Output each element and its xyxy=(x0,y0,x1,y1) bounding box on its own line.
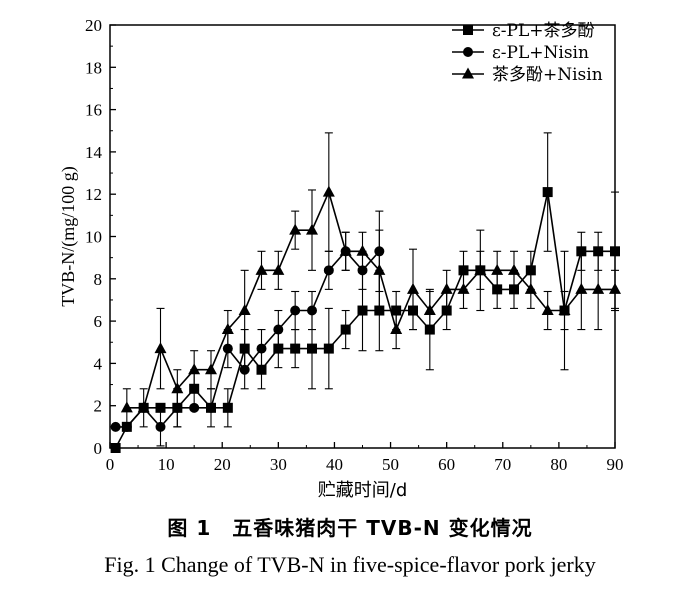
caption-english: Fig. 1 Change of TVB-N in five-spice-fla… xyxy=(104,552,596,577)
x-tick-label: 70 xyxy=(494,455,511,474)
y-tick-label: 20 xyxy=(85,16,102,35)
x-tick-label: 10 xyxy=(158,455,175,474)
data-point xyxy=(255,263,268,275)
series-square xyxy=(110,132,620,453)
y-tick-label: 10 xyxy=(85,228,102,247)
legend-label: ε-PL+Nisin xyxy=(492,43,589,63)
legend-entry: ε-PL+Nisin xyxy=(452,43,589,63)
data-point xyxy=(339,244,352,256)
y-tick-label: 6 xyxy=(94,312,103,331)
legend-label: ε-PL+茶多酚 xyxy=(492,21,595,41)
data-point xyxy=(120,401,133,413)
data-point xyxy=(323,265,334,276)
legend-entry: ε-PL+茶多酚 xyxy=(452,21,595,41)
data-point xyxy=(290,305,301,316)
y-tick-label: 8 xyxy=(94,270,103,289)
data-point xyxy=(441,305,452,316)
x-axis-label: 贮藏时间/d xyxy=(318,480,408,500)
data-point xyxy=(272,263,285,275)
y-tick-label: 0 xyxy=(94,439,103,458)
x-tick-label: 40 xyxy=(326,455,343,474)
data-point xyxy=(290,343,301,354)
data-point xyxy=(610,246,620,257)
data-point xyxy=(110,443,121,453)
data-point xyxy=(289,223,302,235)
data-point xyxy=(137,401,150,413)
data-point xyxy=(188,363,201,375)
y-tick-label: 16 xyxy=(85,101,102,120)
data-point xyxy=(238,304,251,316)
data-point xyxy=(407,282,419,294)
data-point xyxy=(155,421,166,432)
series-line xyxy=(126,189,615,409)
data-point xyxy=(390,323,403,335)
data-point xyxy=(357,305,368,316)
series-triangle xyxy=(120,132,621,428)
data-point xyxy=(221,323,234,335)
legend-marker xyxy=(463,47,473,57)
y-tick-label: 18 xyxy=(85,58,102,77)
data-point xyxy=(541,304,554,316)
x-tick-label: 30 xyxy=(270,455,287,474)
legend-entry: 茶多酚+Nisin xyxy=(452,65,603,85)
data-point xyxy=(307,343,317,354)
data-point xyxy=(189,402,200,413)
data-point xyxy=(524,282,537,294)
data-point xyxy=(373,263,386,275)
y-tick-label: 12 xyxy=(85,185,102,204)
series-layer xyxy=(110,132,621,453)
data-point xyxy=(256,343,267,354)
x-tick-label: 90 xyxy=(607,455,624,474)
data-point xyxy=(440,282,453,294)
data-point xyxy=(575,282,588,294)
data-point xyxy=(609,282,621,294)
legend-marker xyxy=(462,67,474,79)
data-point xyxy=(322,185,335,197)
data-point xyxy=(340,324,351,335)
data-point xyxy=(222,402,233,413)
y-axis-label: TVB-N/(mg/100 g) xyxy=(58,166,79,306)
x-tick-label: 20 xyxy=(214,455,231,474)
data-point xyxy=(558,304,571,316)
data-point xyxy=(491,263,504,275)
y-tick-label: 2 xyxy=(94,397,103,416)
data-point xyxy=(205,363,217,375)
y-tick-label: 14 xyxy=(85,143,103,162)
data-point xyxy=(457,282,470,294)
data-point xyxy=(423,304,436,316)
data-point xyxy=(206,402,216,413)
data-point xyxy=(323,343,334,354)
tvbn-chart: 0 10 20 30 40 50 60 70 80 90 0 2 4 6 8 10 12 14 16 18 20 贮藏时间… xyxy=(58,16,624,500)
data-point xyxy=(474,263,487,275)
x-tick-label: 80 xyxy=(550,455,567,474)
x-tick-label: 0 xyxy=(106,455,115,474)
data-point xyxy=(307,305,317,316)
caption-chinese: 图 1 五香味猪肉干 TVB-N 变化情况 xyxy=(167,516,533,540)
legend-label: 茶多酚+Nisin xyxy=(492,65,603,85)
axes: 0 10 20 30 40 50 60 70 80 90 0 2 4 6 8 10 12 14 16 18 20 贮藏时间… xyxy=(58,16,624,500)
data-point xyxy=(356,244,369,256)
data-point xyxy=(110,421,121,432)
legend-marker xyxy=(463,25,473,35)
data-point xyxy=(508,263,520,275)
data-point xyxy=(273,324,284,335)
data-point xyxy=(592,282,605,294)
data-point xyxy=(306,223,318,235)
data-point xyxy=(154,342,167,354)
x-tick-label: 50 xyxy=(382,455,399,474)
data-point xyxy=(239,364,250,375)
y-tick-label: 4 xyxy=(94,354,103,373)
x-tick-label: 60 xyxy=(438,455,455,474)
data-point xyxy=(256,364,267,375)
data-point xyxy=(171,382,184,394)
data-point xyxy=(542,187,553,198)
series-line xyxy=(115,250,380,429)
